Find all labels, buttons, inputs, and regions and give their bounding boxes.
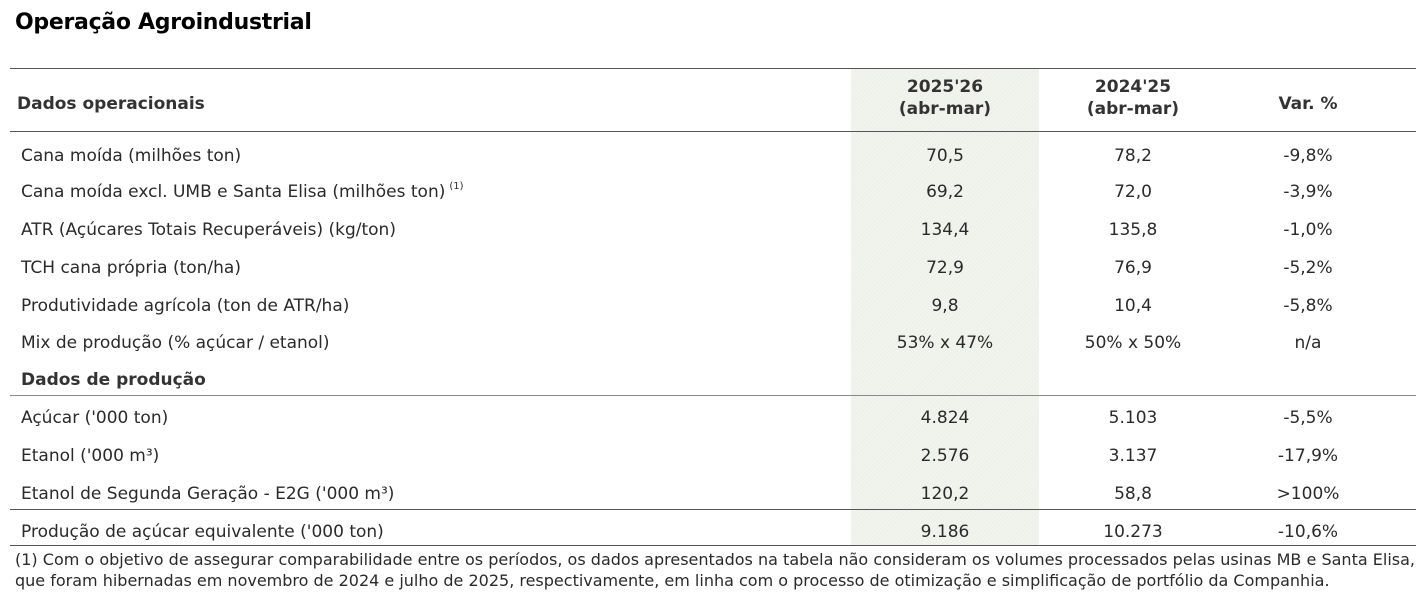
value-2025-26: 70,5: [926, 146, 964, 166]
table-row: Açúcar ('000 ton) 4.824 5.103 -5,5%: [10, 400, 1416, 437]
table-row: ATR (Açúcares Totais Recuperáveis) (kg/t…: [10, 212, 1416, 249]
header-dados-operacionais: Dados operacionais: [17, 94, 205, 114]
value-2025-26: 134,4: [920, 220, 970, 240]
table-bottom-rule: [10, 545, 1416, 546]
header-2025-26: 2025'26 (abr-mar): [850, 76, 1040, 120]
value-var: -3,9%: [1283, 182, 1333, 202]
value-2025-26: 72,9: [926, 258, 964, 278]
page-title: Operação Agroindustrial: [15, 10, 312, 35]
row-label: Etanol ('000 m³): [21, 446, 160, 466]
table-row: TCH cana própria (ton/ha) 72,9 76,9 -5,2…: [10, 250, 1416, 287]
total-rule: [10, 509, 1416, 510]
value-2024-25: 10,4: [1114, 296, 1152, 316]
current-period-column-highlight: [851, 68, 1039, 545]
value-2024-25: 3.137: [1108, 446, 1158, 466]
value-2024-25: 135,8: [1108, 220, 1158, 240]
value-2024-25: 72,0: [1114, 182, 1152, 202]
value-var: -10,6%: [1277, 522, 1339, 542]
row-label: TCH cana própria (ton/ha): [21, 258, 241, 278]
table-row: Cana moída (milhões ton) 70,5 78,2 -9,8%: [10, 138, 1416, 175]
value-var: >100%: [1276, 484, 1340, 504]
header-2025-26-period: (abr-mar): [898, 99, 992, 119]
table-row: Etanol ('000 m³) 2.576 3.137 -17,9%: [10, 438, 1416, 475]
header-2024-25-period: (abr-mar): [1086, 99, 1180, 119]
table-row: Mix de produção (% açúcar / etanol) 53% …: [10, 325, 1416, 362]
value-2025-26: 4.824: [920, 408, 970, 428]
header-var-percent: Var. %: [1278, 94, 1338, 114]
row-label: Cana moída (milhões ton): [21, 146, 242, 166]
value-2025-26: 53% x 47%: [896, 333, 994, 353]
row-label: Produtividade agrícola (ton de ATR/ha): [21, 296, 350, 316]
value-var: -5,2%: [1283, 258, 1333, 278]
table-top-rule: [10, 68, 1416, 69]
value-var: -17,9%: [1277, 446, 1339, 466]
value-2025-26: 9,8: [931, 296, 959, 316]
section-rule: [10, 395, 1416, 396]
row-label: Produção de açúcar equivalente ('000 ton…: [21, 522, 384, 542]
row-label: Cana moída excl. UMB e Santa Elisa (milh…: [21, 181, 464, 202]
value-var: -5,5%: [1283, 408, 1333, 428]
footnote-marker: (1): [449, 181, 464, 192]
row-label: Etanol de Segunda Geração - E2G ('000 m³…: [21, 484, 395, 504]
value-var: -1,0%: [1283, 220, 1333, 240]
header-2024-25: 2024'25 (abr-mar): [1038, 76, 1228, 120]
header-2024-25-year: 2024'25: [1094, 77, 1172, 97]
footnote: (1) Com o objetivo de assegurar comparab…: [15, 550, 1415, 590]
table-row: Etanol de Segunda Geração - E2G ('000 m³…: [10, 476, 1416, 513]
value-var: -9,8%: [1283, 146, 1333, 166]
section-dados-de-producao: Dados de produção: [21, 370, 206, 390]
value-2025-26: 9.186: [920, 522, 970, 542]
value-2024-25: 78,2: [1114, 146, 1152, 166]
row-label: Mix de produção (% açúcar / etanol): [21, 333, 330, 353]
value-2025-26: 69,2: [926, 182, 964, 202]
value-2024-25: 5.103: [1108, 408, 1158, 428]
value-var: -5,8%: [1283, 296, 1333, 316]
value-2024-25: 50% x 50%: [1084, 333, 1182, 353]
value-2024-25: 10.273: [1103, 522, 1163, 542]
header-rule: [10, 131, 1416, 132]
value-2025-26: 120,2: [920, 484, 970, 504]
value-2024-25: 76,9: [1114, 258, 1152, 278]
table-row: Cana moída excl. UMB e Santa Elisa (milh…: [10, 174, 1416, 211]
total-row: Produção de açúcar equivalente ('000 ton…: [10, 514, 1416, 551]
table-row: Produtividade agrícola (ton de ATR/ha) 9…: [10, 288, 1416, 325]
row-label: Açúcar ('000 ton): [21, 408, 169, 428]
header-2025-26-year: 2025'26: [906, 77, 984, 97]
value-2025-26: 2.576: [920, 446, 970, 466]
value-var: n/a: [1294, 333, 1322, 353]
value-2024-25: 58,8: [1114, 484, 1152, 504]
row-label: ATR (Açúcares Totais Recuperáveis) (kg/t…: [21, 220, 396, 240]
